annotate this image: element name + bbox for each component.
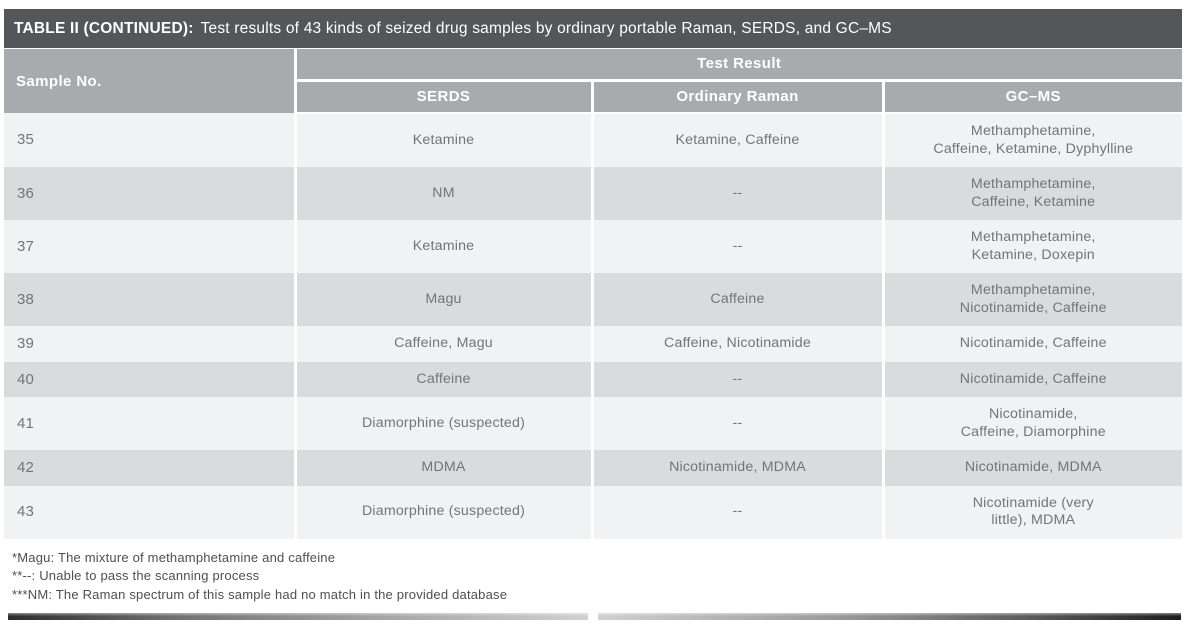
cell-sample-no: 41 [4,397,295,450]
table-title-bar: TABLE II (CONTINUED): Test results of 43… [4,9,1182,48]
cell-ordinary-raman: Ketamine, Caffeine [590,113,883,167]
table-row: 40 Caffeine -- Nicotinamide, Caffeine [4,361,1182,397]
cell-serds: MDMA [293,450,592,486]
page-shadow-right [598,613,1181,620]
footnote-nm: ***NM: The Raman spectrum of this sample… [12,586,508,602]
header-row-sub: SERDS Ordinary Raman GC–MS [4,80,1182,114]
table-row: 37 Ketamine -- Methamphetamine, Ketamine… [4,220,1182,273]
footnote-dashes: **--: Unable to pass the scanning proces… [12,568,260,583]
table-header: Sample No. Test Result SERDS Ordinary Ra… [4,49,1182,114]
cell-gc-ms: Nicotinamide, MDMA [881,450,1182,486]
table-row: 41 Diamorphine (suspected) -- Nicotinami… [4,397,1182,450]
cell-sample-no: 38 [4,273,295,326]
column-header-sample-no: Sample No. [4,49,295,113]
cell-ordinary-raman: -- [590,167,883,220]
header-row-group: Sample No. Test Result [4,49,1182,113]
cell-ordinary-raman: -- [590,361,883,397]
cell-sample-no: 39 [4,326,295,362]
footnote-magu: *Magu: The mixture of methamphetamine an… [12,549,336,565]
table-row: 35 Ketamine Ketamine, Caffeine Methamphe… [4,113,1182,167]
cell-gc-ms: Nicotinamide, Caffeine, Diamorphine [881,397,1182,450]
column-group-header-test-result: Test Result [293,49,1182,82]
column-header-gc-ms: GC–MS [881,80,1182,114]
cell-gc-ms: Methamphetamine, Nicotinamide, Caffeine [881,273,1182,326]
cell-gc-ms: Methamphetamine, Ketamine, Doxepin [881,220,1182,273]
table-row: 42 MDMA Nicotinamide, MDMA Nicotinamide,… [4,450,1182,486]
table-row: 39 Caffeine, Magu Caffeine, Nicotinamide… [4,326,1182,362]
page-shadow-left [8,613,588,620]
table-title-text: Test results of 43 kinds of seized drug … [200,19,892,37]
cell-serds: Caffeine, Magu [293,326,592,362]
cell-ordinary-raman: Caffeine [590,273,883,326]
cell-serds: Magu [293,273,592,326]
cell-gc-ms: Nicotinamide, Caffeine [881,326,1182,362]
page: TABLE II (CONTINUED): Test results of 43… [0,9,1186,631]
cell-gc-ms: Nicotinamide, Caffeine [881,361,1182,397]
cell-gc-ms: Methamphetamine, Caffeine, Ketamine [881,167,1182,220]
cell-sample-no: 42 [4,450,295,486]
cell-serds: Diamorphine (suspected) [293,397,592,450]
cell-serds: Ketamine [293,113,592,167]
cell-gc-ms: Methamphetamine, Caffeine, Ketamine, Dyp… [881,113,1182,167]
cell-ordinary-raman: -- [590,485,883,539]
cell-sample-no: 43 [4,485,295,539]
cell-sample-no: 40 [4,361,295,397]
table-row: 38 Magu Caffeine Methamphetamine, Nicoti… [4,273,1182,326]
table-row: 43 Diamorphine (suspected) -- Nicotinami… [4,485,1182,539]
table-title-label: TABLE II (CONTINUED): [14,19,194,37]
cell-gc-ms: Nicotinamide (very little), MDMA [881,485,1182,539]
cell-sample-no: 36 [4,167,295,220]
cell-serds: NM [293,167,592,220]
cell-serds: Caffeine [293,361,592,397]
footnotes: *Magu: The mixture of methamphetamine an… [12,549,1186,605]
table-body: 35 Ketamine Ketamine, Caffeine Methamphe… [4,113,1182,539]
cell-ordinary-raman: Caffeine, Nicotinamide [590,326,883,362]
results-table: Sample No. Test Result SERDS Ordinary Ra… [4,49,1182,539]
column-header-ordinary-raman: Ordinary Raman [590,80,883,114]
table-row: 36 NM -- Methamphetamine, Caffeine, Keta… [4,167,1182,220]
cell-sample-no: 35 [4,113,295,167]
cell-ordinary-raman: Nicotinamide, MDMA [590,450,883,486]
cell-serds: Diamorphine (suspected) [293,485,592,539]
cell-sample-no: 37 [4,220,295,273]
cell-ordinary-raman: -- [590,397,883,450]
column-header-serds: SERDS [293,80,592,114]
cell-serds: Ketamine [293,220,592,273]
cell-ordinary-raman: -- [590,220,883,273]
